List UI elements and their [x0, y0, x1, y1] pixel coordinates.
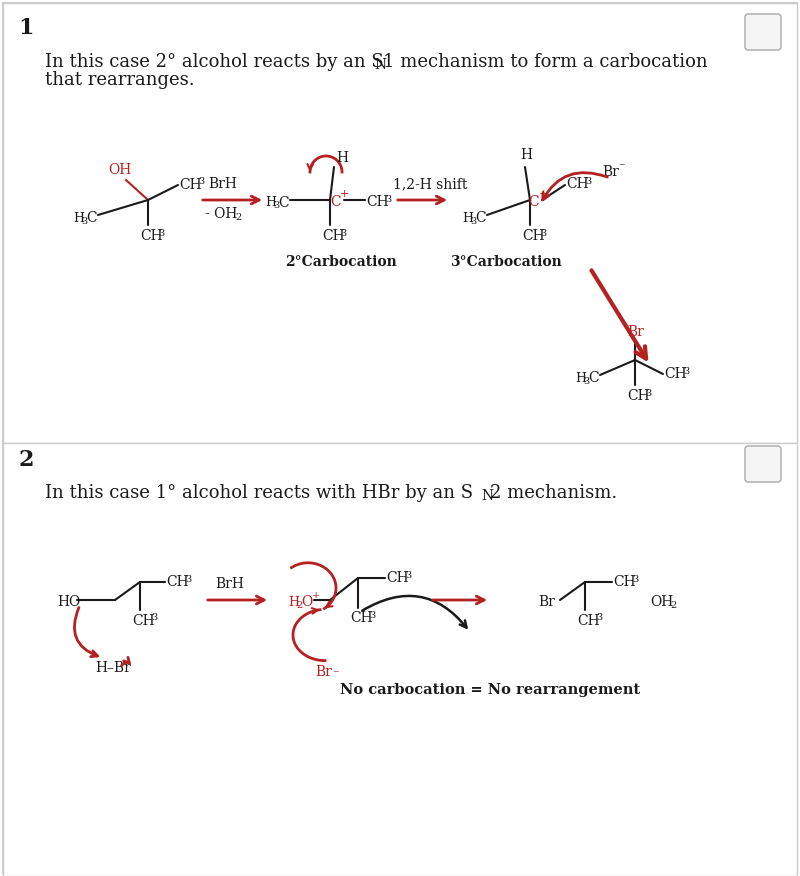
Text: 3: 3 — [369, 611, 375, 619]
Text: +: + — [340, 189, 350, 199]
Text: CH: CH — [613, 575, 636, 589]
Text: Br: Br — [315, 665, 332, 679]
Text: CH: CH — [577, 614, 600, 628]
Text: +: + — [539, 189, 548, 199]
Text: 2 mechanism.: 2 mechanism. — [490, 484, 618, 502]
Text: H–Br: H–Br — [95, 661, 131, 675]
Text: 3: 3 — [596, 613, 602, 623]
Text: CH: CH — [627, 389, 650, 403]
Text: 1,2-H shift: 1,2-H shift — [393, 177, 467, 191]
Text: H: H — [288, 596, 299, 609]
Text: 3°Carbocation: 3°Carbocation — [450, 255, 562, 269]
Text: 3: 3 — [405, 570, 411, 580]
Text: 3: 3 — [583, 377, 590, 385]
Text: In this case 2° alcohol reacts by an S: In this case 2° alcohol reacts by an S — [45, 53, 384, 71]
Text: CH: CH — [366, 195, 389, 209]
Text: H: H — [520, 148, 532, 162]
FancyBboxPatch shape — [3, 443, 797, 876]
Text: 3: 3 — [185, 575, 191, 583]
Text: 1: 1 — [18, 17, 34, 39]
Text: ⁻: ⁻ — [332, 668, 338, 682]
Text: CH: CH — [140, 229, 162, 243]
FancyBboxPatch shape — [3, 3, 797, 873]
Text: H: H — [336, 151, 348, 165]
Text: O: O — [301, 595, 312, 609]
Text: H: H — [265, 196, 276, 209]
Text: H: H — [73, 211, 84, 224]
Text: N: N — [374, 58, 386, 72]
Text: CH: CH — [179, 178, 202, 192]
Text: C: C — [528, 195, 538, 209]
Text: 3: 3 — [470, 216, 476, 225]
Text: H: H — [462, 211, 473, 224]
Text: CH: CH — [522, 229, 545, 243]
Text: 3: 3 — [385, 194, 391, 203]
Text: CH: CH — [566, 177, 589, 191]
FancyBboxPatch shape — [745, 446, 781, 482]
Text: CH: CH — [664, 367, 686, 381]
Text: ⁻: ⁻ — [618, 161, 625, 174]
Text: +: + — [312, 591, 320, 601]
Text: OH: OH — [108, 163, 131, 177]
Text: C: C — [588, 371, 598, 385]
Text: N: N — [481, 489, 493, 503]
Text: C: C — [475, 211, 486, 225]
Text: 1 mechanism to form a carbocation: 1 mechanism to form a carbocation — [383, 53, 708, 71]
Text: C: C — [86, 211, 97, 225]
Text: BrH: BrH — [215, 577, 244, 591]
Text: C: C — [278, 196, 289, 210]
Text: 3: 3 — [585, 176, 591, 186]
Text: 3: 3 — [273, 201, 279, 210]
Text: BrH: BrH — [208, 177, 237, 191]
Text: 3: 3 — [683, 366, 690, 376]
Text: CH: CH — [386, 571, 409, 585]
Text: CH: CH — [132, 614, 154, 628]
Text: 3: 3 — [198, 178, 204, 187]
FancyBboxPatch shape — [3, 3, 797, 443]
Text: 2: 2 — [18, 449, 34, 471]
Text: H: H — [575, 371, 586, 385]
Text: 3: 3 — [151, 613, 158, 623]
Text: OH: OH — [650, 595, 674, 609]
Text: Br: Br — [538, 595, 555, 609]
FancyBboxPatch shape — [745, 14, 781, 50]
Text: - OH: - OH — [205, 207, 238, 221]
Text: No carbocation = No rearrangement: No carbocation = No rearrangement — [340, 683, 640, 697]
Text: 3: 3 — [632, 575, 638, 583]
Text: that rearranges.: that rearranges. — [45, 71, 194, 89]
Text: In this case 1° alcohol reacts with HBr by an S: In this case 1° alcohol reacts with HBr … — [45, 484, 473, 502]
Text: C: C — [330, 195, 341, 209]
Text: 3: 3 — [540, 229, 546, 237]
Text: Br: Br — [627, 325, 644, 339]
Text: 2°Carbocation: 2°Carbocation — [285, 255, 397, 269]
Text: 3: 3 — [81, 216, 87, 225]
Text: Br: Br — [602, 165, 619, 179]
Text: 3: 3 — [340, 229, 346, 237]
Text: CH: CH — [350, 611, 373, 625]
Text: CH: CH — [166, 575, 189, 589]
Text: 2: 2 — [670, 601, 676, 610]
Text: 2: 2 — [296, 601, 302, 610]
Text: 3: 3 — [645, 388, 651, 398]
Text: HO: HO — [57, 595, 80, 609]
Text: CH: CH — [322, 229, 345, 243]
Text: 3: 3 — [158, 229, 164, 237]
Text: 2: 2 — [235, 213, 242, 222]
